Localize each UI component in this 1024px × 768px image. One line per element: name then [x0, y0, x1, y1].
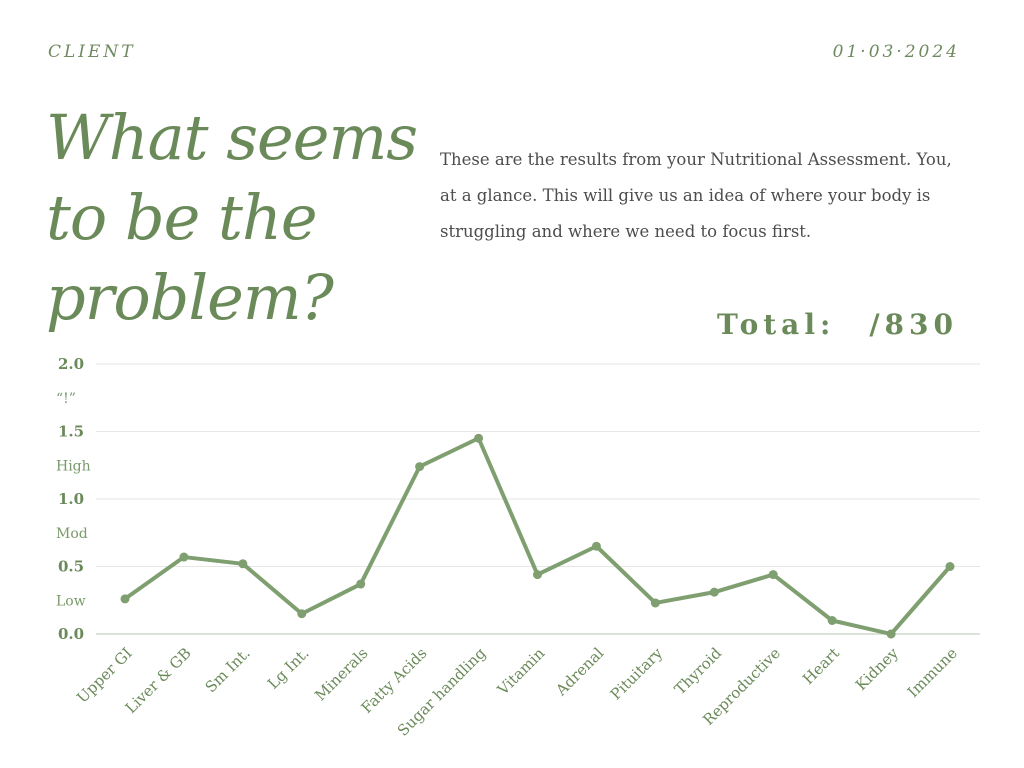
y-tick-label: 0.0 [58, 625, 84, 643]
data-point [120, 594, 130, 604]
data-points [120, 433, 955, 639]
grid-lines [96, 363, 980, 635]
data-point [533, 570, 542, 580]
x-tick-label: Sm Int. [202, 644, 254, 696]
data-point [474, 433, 484, 443]
x-tick-label: Thyroid [671, 644, 726, 699]
total-label: Total: [716, 308, 836, 341]
data-point [886, 629, 896, 639]
assessment-date: 01·03·2024 [832, 42, 960, 62]
data-point [356, 579, 366, 589]
y-tick-label: 1.0 [58, 490, 84, 508]
y-level-label: Low [56, 593, 86, 609]
data-point [827, 616, 837, 625]
x-tick-label: Upper GI [73, 644, 136, 707]
y-level-label: “!” [56, 391, 76, 407]
x-tick-label: Heart [799, 644, 843, 688]
x-tick-label: Kidney [852, 644, 902, 694]
total-score: Total: /830 [717, 308, 958, 341]
client-label: CLIENT [48, 42, 136, 62]
y-tick-label: 0.5 [58, 558, 84, 576]
headline: What seems to be the problem? [46, 101, 418, 334]
data-point [945, 562, 955, 571]
x-tick-label: Vitamin [493, 644, 548, 699]
data-point [709, 587, 719, 597]
x-tick-label: Adrenal [551, 644, 607, 700]
series-line [123, 436, 952, 636]
data-point [415, 462, 425, 472]
y-axis-ticks: 0.0 0.5 1.0 1.5 2.0 [58, 355, 84, 643]
data-point [768, 570, 778, 580]
y-tick-label: 2.0 [58, 355, 84, 373]
x-tick-label: Pituitary [607, 644, 667, 704]
data-point [238, 559, 248, 569]
x-tick-label: Immune [904, 644, 961, 701]
series-line-layer [123, 436, 952, 636]
intro-text: These are the results from your Nutritio… [440, 150, 952, 241]
x-tick-label: Lg Int. [264, 644, 313, 693]
y-tick-label: 1.5 [58, 423, 84, 441]
y-level-label: Mod [56, 526, 88, 542]
y-level-labels: Low Mod High “!” [56, 391, 91, 610]
data-point [591, 541, 601, 551]
y-level-label: High [56, 458, 91, 474]
data-point [297, 609, 307, 619]
data-point [650, 598, 660, 608]
x-tick-label: Minerals [311, 644, 371, 704]
total-denominator: /830 [869, 308, 958, 341]
data-point [179, 552, 189, 562]
